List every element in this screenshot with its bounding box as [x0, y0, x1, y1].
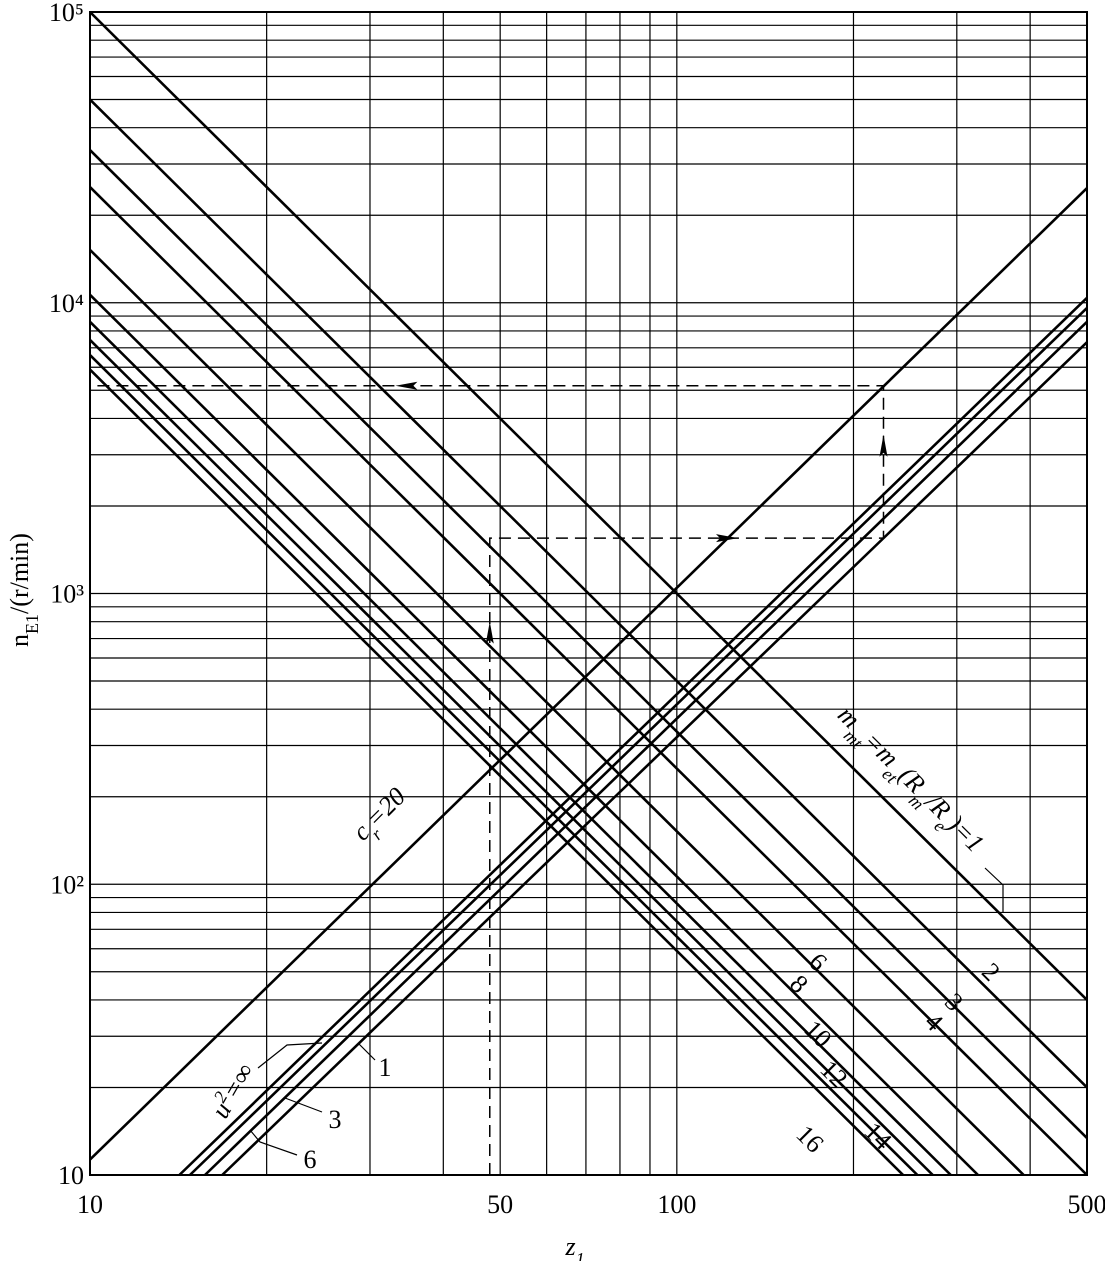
y-axis-label: nE1/(r/min)	[5, 533, 42, 647]
y-tick-label: 10²	[50, 870, 84, 899]
line	[221, 341, 1088, 1176]
guide-arrow	[485, 621, 494, 644]
line	[89, 354, 919, 1176]
line	[89, 320, 952, 1176]
line	[89, 187, 1088, 1161]
label-part: /(r/min)	[5, 533, 34, 614]
line	[178, 296, 1088, 1176]
y-tick-label: 10⁴	[49, 289, 84, 318]
label-part: (R	[893, 761, 931, 799]
line	[89, 149, 1088, 1139]
label-part: 1	[576, 1249, 585, 1261]
series-label: mmt=met(Rm/Re)=1	[827, 700, 990, 863]
line	[89, 338, 934, 1176]
line	[89, 293, 979, 1176]
leader	[357, 1042, 376, 1061]
guide-arrow	[879, 434, 888, 457]
line	[189, 306, 1088, 1176]
leader	[257, 1042, 323, 1069]
series-label: 6	[304, 1145, 317, 1174]
leader	[984, 867, 1004, 912]
leader	[249, 1129, 298, 1156]
series-label: 3	[329, 1105, 342, 1134]
leader	[284, 1097, 323, 1113]
y-tick-label: 10⁵	[49, 0, 84, 27]
guide-arrow	[395, 381, 418, 390]
series-label: 1	[379, 1053, 392, 1082]
line	[89, 368, 905, 1176]
series-label: cr=20	[347, 782, 417, 852]
line	[89, 98, 1088, 1089]
line	[204, 320, 1088, 1176]
label-part: E1	[22, 614, 42, 634]
series-label: 8	[784, 969, 814, 999]
x-tick-label: 500	[1068, 1190, 1105, 1219]
label-part: =m	[858, 726, 904, 772]
line	[89, 248, 1025, 1176]
label-part: n	[5, 634, 34, 647]
series-label: u2=∞	[203, 1057, 260, 1123]
series-label: 16	[791, 1120, 830, 1159]
label-part: /R	[918, 786, 956, 824]
x-axis-label: z1	[564, 1232, 584, 1261]
y-tick-label: 10³	[50, 580, 84, 609]
x-tick-label: 100	[657, 1190, 696, 1219]
line	[89, 186, 1088, 1176]
label-part: z	[564, 1232, 575, 1261]
y-tick-label: 10	[58, 1161, 84, 1190]
x-tick-label: 10	[77, 1190, 103, 1219]
guide-line	[90, 385, 885, 1175]
guide-arrow	[716, 534, 739, 543]
line	[89, 11, 1088, 1001]
label-part: m	[832, 700, 866, 734]
x-tick-label: 50	[487, 1190, 513, 1219]
